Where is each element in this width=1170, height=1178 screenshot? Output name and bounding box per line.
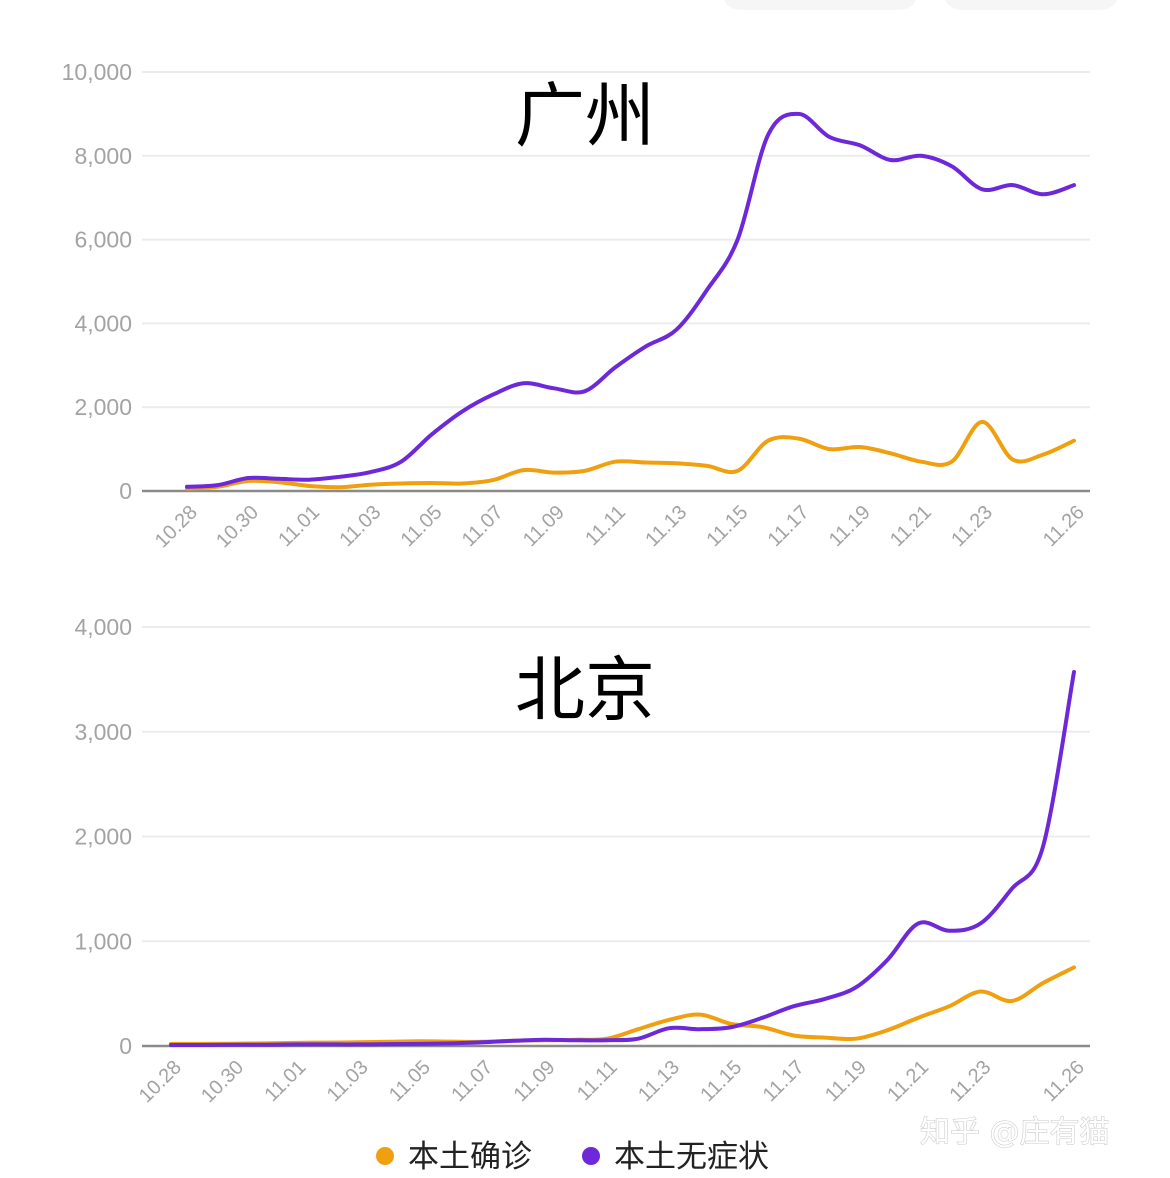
chart-title: 北京 [515,649,655,731]
x-tick-label: 11.23 [947,501,997,551]
x-tick-label: 11.21 [886,501,936,551]
y-tick-label: 2,000 [74,394,132,420]
y-tick-label: 6,000 [74,227,132,253]
x-tick-label: 11.09 [519,501,569,551]
x-tick-label: 11.07 [447,1056,497,1106]
x-tick-label: 11.26 [1039,1056,1089,1106]
x-tick-label: 11.11 [581,501,630,550]
x-tick-label: 10.30 [197,1056,248,1107]
y-tick-label: 4,000 [74,614,132,640]
x-tick-label: 11.05 [385,1056,435,1106]
series-line-asymptomatic [185,111,1076,489]
watermark-zhihu: 知乎 @庄有猫 [920,1115,1110,1150]
chart-beijing: 0 1,000 2,000 3,000 4,000 10.28 10.30 11.01 11.0… [74,614,1090,1107]
x-tick-label: 11.17 [764,501,814,551]
series-line-confirmed [169,965,1076,1046]
x-tick-label: 11.05 [397,501,447,551]
y-tick-label: 10,000 [62,59,132,85]
legend: 本土确诊 本土无症状 [376,1139,769,1175]
top-pill-right [944,0,1118,10]
x-tick-label: 10.30 [212,501,263,552]
x-tick-label: 11.09 [510,1056,560,1106]
y-tick-label: 1,000 [74,928,132,954]
x-tick-label: 11.03 [323,1056,373,1106]
x-tick-label: 11.26 [1039,501,1089,551]
x-tick-label: 11.19 [825,501,875,551]
y-tick-label: 8,000 [74,143,132,169]
x-tick-label: 11.11 [573,1056,622,1105]
x-tick-label: 11.23 [946,1056,996,1106]
legend-label-asymptomatic: 本土无症状 [614,1139,769,1175]
y-tick-label: 2,000 [74,824,132,850]
x-tick-label: 10.28 [151,501,202,552]
y-tick-label: 0 [119,1033,132,1059]
x-tick-label: 11.17 [759,1056,809,1106]
x-tick-label: 11.03 [335,501,385,551]
x-tick-label: 11.01 [260,1056,310,1106]
y-tick-label: 4,000 [74,310,132,336]
chart-title: 广州 [515,75,655,157]
legend-dot-asymptomatic [582,1147,600,1165]
x-tick-label: 10.28 [135,1056,186,1107]
series-line-confirmed [185,419,1076,491]
x-tick-label: 11.13 [641,501,691,551]
x-tick-label: 11.07 [458,501,508,551]
top-pill-left [723,0,917,10]
y-tick-label: 0 [119,478,132,504]
y-tick-label: 3,000 [74,719,132,745]
x-tick-label: 11.15 [696,1056,746,1106]
x-tick-label: 11.19 [821,1056,871,1106]
x-tick-label: 11.01 [274,501,324,551]
legend-label-confirmed: 本土确诊 [408,1139,532,1175]
x-tick-label: 11.13 [634,1056,684,1106]
series-line-asymptomatic [169,670,1076,1047]
x-tick-label: 11.21 [883,1056,933,1106]
legend-dot-confirmed [376,1147,394,1165]
x-tick-label: 11.15 [702,501,752,551]
